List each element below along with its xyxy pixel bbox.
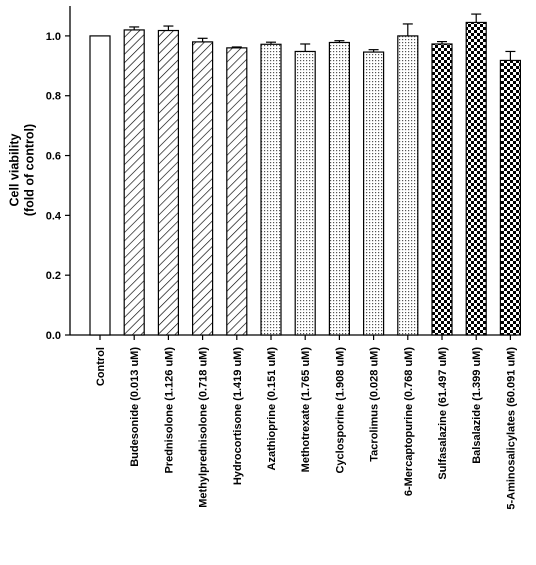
x-tick-label: Budesonide (0.013 uM) <box>129 347 141 467</box>
y-tick-label: 0.4 <box>46 210 62 222</box>
y-axis-title-line: (fold of control) <box>23 124 37 216</box>
x-tick-label: Methylprednisolone (0.718 uM) <box>198 347 210 508</box>
bar <box>226 47 248 336</box>
bar <box>499 59 521 336</box>
bar <box>328 41 350 336</box>
labels: 0.0 0.2 0.4 0.6 0.8 1.0 Cell viability (fold of… <box>8 31 518 510</box>
x-tick-label: Cyclosporine (1.908 uM) <box>334 347 346 474</box>
bar <box>431 43 453 336</box>
x-tick-label: 5-Aminosalicylates (60.091 uM) <box>505 347 517 510</box>
x-tick-label: Azathioprine (0.151 uM) <box>266 347 278 471</box>
x-tick-label: Prednisolone (1.126 uM) <box>163 347 175 474</box>
y-tick-label: 0.8 <box>46 91 61 103</box>
x-tick-label: Methotrexate (1.765 uM) <box>300 347 312 473</box>
bar <box>123 29 145 336</box>
x-tick-label: Sulfasalazine (61.497 uM) <box>437 347 449 480</box>
y-tick-label: 0.2 <box>46 270 61 282</box>
bar <box>192 41 214 336</box>
bar <box>363 51 385 336</box>
y-axis-title: Cell viability (fold of control) <box>8 124 37 216</box>
bar <box>89 35 111 336</box>
y-tick-label: 1.0 <box>46 31 61 43</box>
x-tick-label: 6-Mercaptopurine (0.768 uM) <box>403 347 415 496</box>
x-tick-label: Balsalazide (1.399 uM) <box>471 347 483 464</box>
y-tick-label: 0.0 <box>46 330 61 342</box>
bars <box>89 13 521 336</box>
bar <box>294 50 316 336</box>
x-tick-label: Tacrolimus (0.028 uM) <box>369 347 381 462</box>
y-tick-label: 0.6 <box>46 151 61 163</box>
x-tick-label: Control <box>95 347 107 386</box>
bar <box>465 21 487 336</box>
y-axis-title-line: Cell viability <box>8 133 22 206</box>
bar <box>397 35 419 336</box>
bar <box>260 43 282 336</box>
bar <box>157 29 179 336</box>
x-tick-label: Hydrocortisone (1.419 uM) <box>232 347 244 485</box>
